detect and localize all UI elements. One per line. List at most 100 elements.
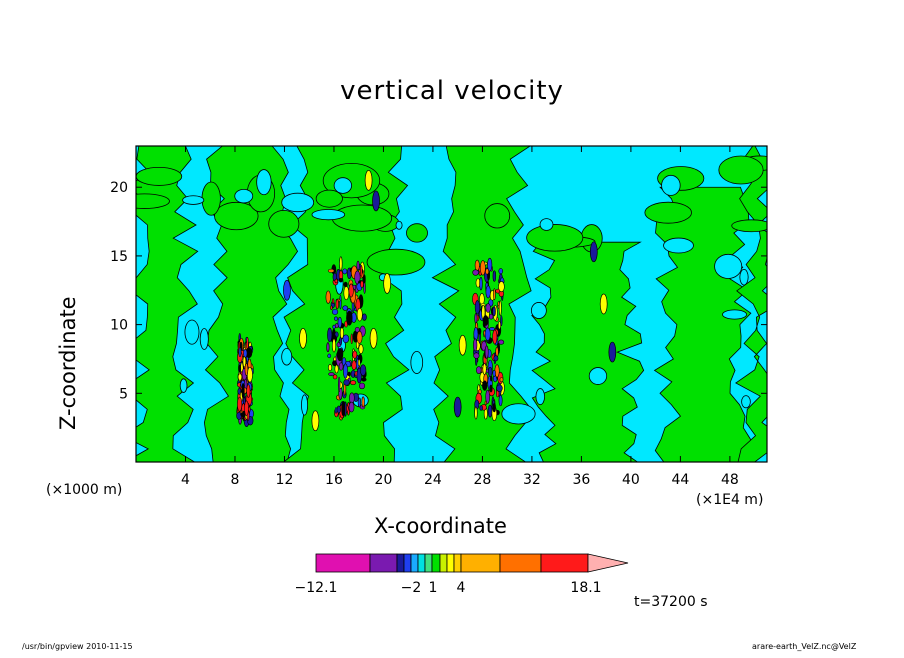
core-cell (339, 327, 344, 339)
core-cell (479, 276, 483, 291)
x-tick-label: 44 (671, 472, 689, 488)
core-cell (332, 374, 338, 380)
core-cell (237, 373, 243, 381)
core-cell (325, 290, 331, 304)
core-cell (244, 363, 249, 376)
colorbar-segment (424, 553, 433, 573)
colorbar-segment (315, 553, 371, 573)
field-cell (364, 169, 373, 191)
core-cell (489, 384, 493, 393)
core-cell (492, 306, 496, 317)
cyan-patch (301, 394, 309, 416)
core-cell (498, 281, 505, 293)
cyan-patch (722, 309, 748, 320)
core-cell (487, 257, 493, 272)
field-cell (283, 279, 291, 301)
core-cell (356, 330, 363, 344)
core-cell (339, 294, 342, 310)
core-cell (487, 366, 493, 377)
cyan-patch (234, 188, 254, 204)
core-cell (356, 307, 363, 322)
core-cell (334, 407, 338, 414)
core-cell (342, 305, 349, 311)
core-cell (498, 339, 505, 345)
core-cell (348, 283, 354, 298)
core-cell (332, 324, 336, 329)
core-cell (485, 303, 491, 313)
core-cell (476, 366, 482, 375)
core-cell (474, 406, 478, 420)
x-tick-label: 48 (721, 472, 739, 488)
colorbar-segment (403, 553, 412, 573)
core-cell (331, 308, 339, 315)
cyan-patch (661, 174, 681, 196)
core-cell (472, 269, 479, 276)
x-tick-label: 4 (181, 472, 190, 488)
core-cell (362, 313, 367, 321)
core-cell (473, 338, 478, 352)
core-cell (343, 363, 348, 379)
core-cell (493, 355, 499, 362)
cyan-patch (663, 237, 694, 254)
core-cell (485, 268, 490, 275)
cyan-patch (501, 403, 536, 425)
cyan-patch (281, 192, 315, 213)
core-cell (488, 313, 494, 320)
field-cell (311, 410, 320, 432)
cyan-patch (311, 209, 346, 221)
core-cell (341, 401, 346, 417)
core-cell (332, 338, 336, 353)
core-cell (357, 397, 362, 408)
y-tick-label: 15 (110, 249, 128, 265)
green-blob (136, 166, 183, 186)
core-cell (474, 259, 480, 272)
green-blob (731, 219, 767, 233)
core-cell (327, 327, 333, 343)
colorbar-segment (396, 553, 405, 573)
colorbar-arrow (587, 553, 629, 573)
field-cell (458, 334, 467, 356)
core-cell (328, 372, 335, 377)
core-cell (327, 268, 335, 273)
core-cell (350, 333, 353, 345)
cyan-patch (182, 195, 205, 205)
field-contours (136, 146, 767, 462)
plot-frame (135, 145, 768, 463)
core-cell (337, 316, 342, 329)
core-cell (482, 363, 487, 375)
core-cell (487, 404, 493, 418)
core-cell (343, 285, 350, 301)
core-cell (492, 329, 498, 345)
core-cell (498, 268, 503, 275)
core-cell (484, 400, 487, 406)
field-cell (383, 273, 392, 294)
green-blob (718, 155, 764, 185)
core-cell (361, 377, 367, 382)
x-tick-label: 24 (424, 472, 442, 488)
core-cell (342, 334, 350, 344)
core-cell (497, 321, 501, 330)
core-cell (339, 256, 343, 271)
cyan-patch (535, 388, 545, 406)
green-blob (201, 181, 221, 216)
core-cell (485, 389, 490, 404)
x-tick-label: 16 (325, 472, 343, 488)
colorbar-segment (453, 553, 462, 573)
colorbar-label: 4 (457, 580, 466, 596)
field-cell (299, 327, 307, 349)
core-cell (327, 353, 332, 359)
field-cell (608, 341, 617, 363)
core-cell (479, 405, 483, 411)
green-blob (644, 201, 692, 224)
core-cell (498, 394, 503, 407)
x-unit-left: (×1000 m) (46, 482, 123, 498)
x-axis-label: X-coordinate (374, 514, 507, 538)
core-cell (485, 285, 491, 299)
core-cell (343, 379, 350, 386)
core-cell (238, 364, 242, 373)
core-cell (361, 396, 365, 408)
core-cell (346, 310, 353, 326)
core-cell (484, 327, 491, 341)
core-cell (338, 362, 344, 371)
